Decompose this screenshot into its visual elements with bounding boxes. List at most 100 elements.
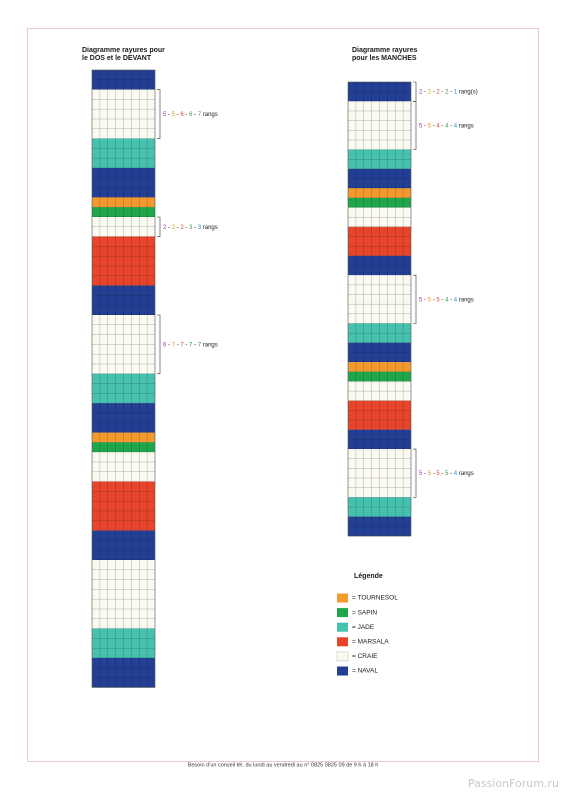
stripe <box>348 516 411 537</box>
legend-swatch <box>337 608 348 618</box>
note-part: - <box>440 471 445 477</box>
note-part: 6 <box>163 342 167 348</box>
note-part: - <box>448 471 453 477</box>
stripe <box>92 628 155 658</box>
note-part: - <box>440 297 445 303</box>
diagram-title: le DOS et le DEVANT <box>82 55 152 62</box>
stripe <box>92 138 155 168</box>
note-part: 4 <box>454 123 458 129</box>
note-part: 5 <box>428 123 432 129</box>
stripe <box>348 168 411 189</box>
diagram-outline <box>91 69 156 688</box>
note-part: - <box>192 224 197 230</box>
note-part: rangs <box>201 112 218 118</box>
row-note: 6 - 7 - 7 - 7 - 7 rangs <box>163 342 218 348</box>
legend-label: = MARSALA <box>352 639 389 646</box>
note-part: - <box>175 342 180 348</box>
note-part: 4 <box>445 123 449 129</box>
stripe <box>348 82 411 102</box>
footer: Besoin d’un conseil tél. du lundi au ven… <box>188 762 379 768</box>
stripe <box>348 149 411 169</box>
note-part: 5 <box>419 297 423 303</box>
stripe <box>92 658 155 688</box>
watermark: PassionForum.ru <box>468 777 559 790</box>
note-part: 5 <box>436 471 440 477</box>
stripe <box>348 226 411 256</box>
note-part: 1 <box>454 89 458 95</box>
note-part: 5 <box>428 297 432 303</box>
note-part: 5 <box>163 112 167 118</box>
note-part: - <box>166 342 171 348</box>
bracket <box>157 314 161 375</box>
row-note: 5 - 5 - 5 - 5 - 4 rangs <box>419 471 474 477</box>
stripe <box>92 442 155 453</box>
note-part: - <box>192 342 197 348</box>
note-part: rangs <box>457 123 474 129</box>
legend-title: Légende <box>354 573 383 580</box>
note-part: rangs <box>201 342 218 348</box>
note-part: 2 <box>428 89 432 95</box>
note-part: - <box>166 112 171 118</box>
stripe <box>348 400 411 430</box>
stripe <box>92 70 155 90</box>
row-note: 5 - 5 - 6 - 6 - 7 rangs <box>163 112 218 118</box>
stripe <box>92 373 155 404</box>
stripe <box>92 207 155 217</box>
stripe <box>348 197 411 208</box>
note-part: - <box>192 112 197 118</box>
bracket <box>413 274 417 324</box>
stripe <box>92 197 155 208</box>
note-part: 3 <box>189 224 193 230</box>
legend-swatch <box>337 666 348 676</box>
note-part: 4 <box>445 297 449 303</box>
stripe <box>348 429 411 450</box>
legend-label: = SAPIN <box>352 609 377 616</box>
note-part: - <box>431 89 436 95</box>
note-part: 2 <box>180 224 184 230</box>
note-part: - <box>184 224 189 230</box>
legend-label: = NAVAL <box>352 668 378 675</box>
note-part: 4 <box>436 123 440 129</box>
diagram-title: pour les MANCHES <box>352 55 417 62</box>
note-part: - <box>184 342 189 348</box>
note-part: - <box>448 297 453 303</box>
row-note: 2 - 2 - 2 - 2 - 1 rang(s) <box>419 89 478 95</box>
note-part: 7 <box>198 342 202 348</box>
note-part: rangs <box>457 471 474 477</box>
bracket <box>413 101 417 150</box>
legend-swatch <box>337 622 348 632</box>
legend-swatch <box>337 637 348 647</box>
row-note: 2 - 2 - 2 - 3 - 3 rangs <box>163 224 218 230</box>
note-part: 3 <box>198 224 202 230</box>
legend-label: = TOURNESOL <box>352 595 398 602</box>
note-part: - <box>448 123 453 129</box>
note-part: - <box>431 297 436 303</box>
page-border <box>27 28 539 762</box>
note-part: rang(s) <box>457 89 478 95</box>
note-part: 5 <box>428 471 432 477</box>
note-part: - <box>431 123 436 129</box>
legend-swatch <box>337 593 348 603</box>
note-part: - <box>431 471 436 477</box>
note-part: 2 <box>445 89 449 95</box>
note-part: 2 <box>419 89 423 95</box>
note-part: 2 <box>436 89 440 95</box>
note-part: - <box>175 224 180 230</box>
note-part: 5 <box>172 112 176 118</box>
stripe <box>92 481 155 531</box>
stripe <box>92 530 155 560</box>
note-part: - <box>422 123 427 129</box>
note-part: 6 <box>189 112 193 118</box>
stripe <box>348 362 411 372</box>
note-part: 5 <box>419 123 423 129</box>
diagram-title: Diagramme rayures pour <box>82 47 165 54</box>
note-part: 5 <box>419 471 423 477</box>
stripe <box>92 285 155 315</box>
legend-swatch <box>336 651 349 662</box>
row-note: 5 - 5 - 4 - 4 - 4 rangs <box>419 123 474 129</box>
note-part: - <box>440 89 445 95</box>
legend-label: = CRAIE <box>352 653 378 660</box>
